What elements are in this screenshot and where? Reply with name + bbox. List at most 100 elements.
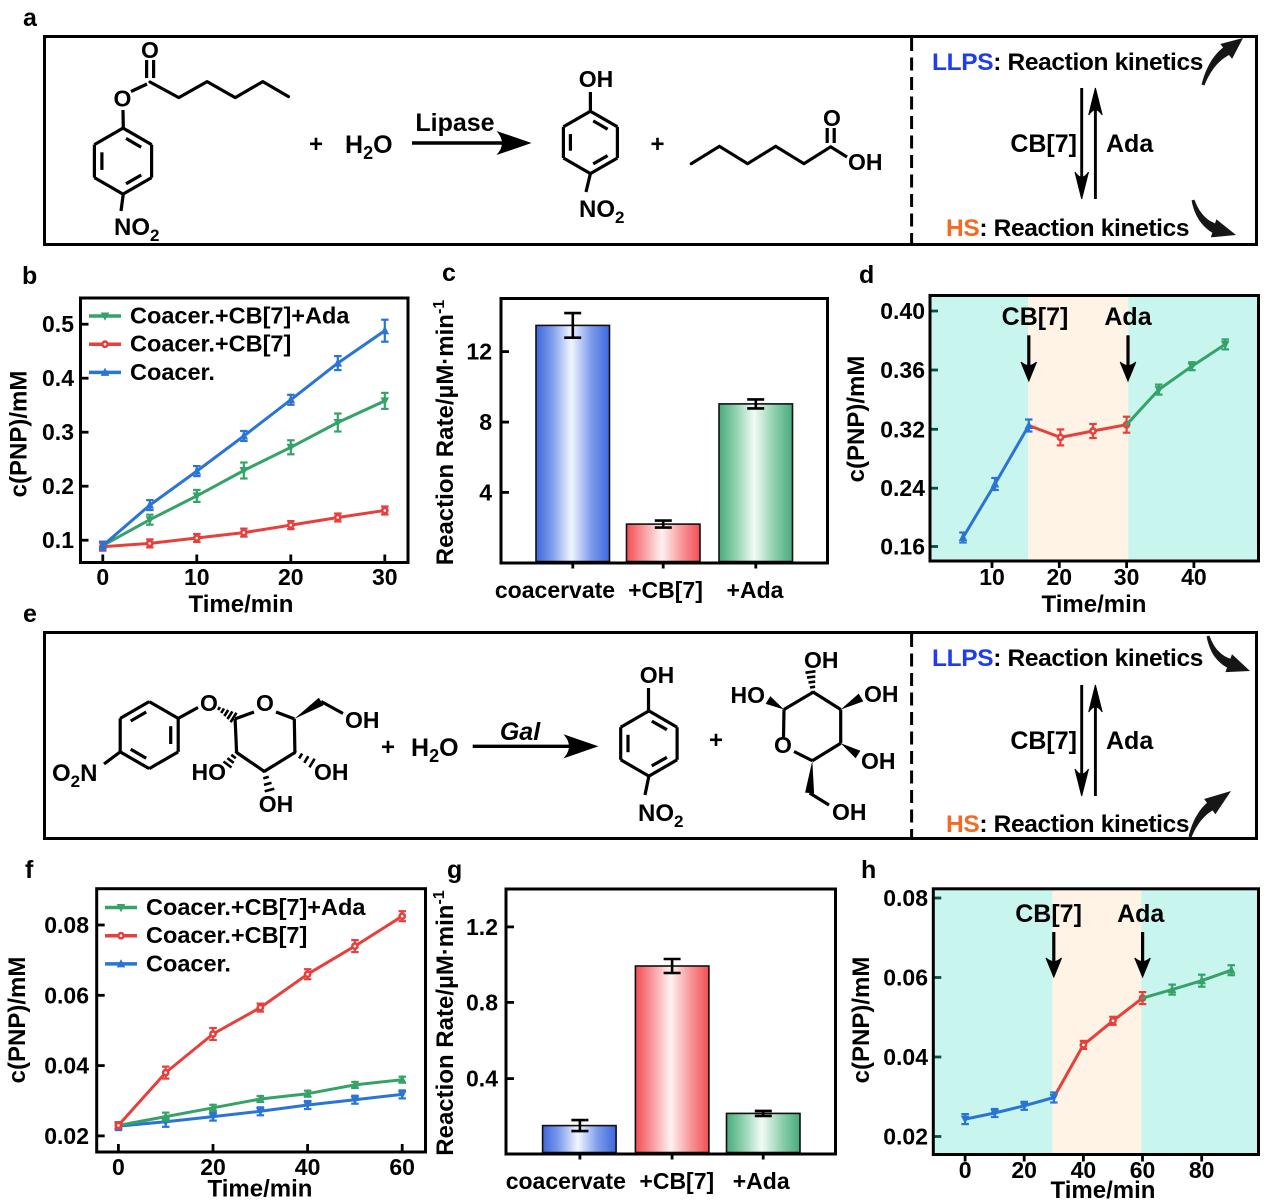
svg-text:0.24: 0.24 [880,475,925,501]
svg-text:LLPS: Reaction kinetics: LLPS: Reaction kinetics [932,49,1203,76]
svg-text:NO2: NO2 [114,214,159,245]
svg-text:Reaction Rate/µM·min-1: Reaction Rate/µM·min-1 [431,300,459,566]
svg-text:d: d [859,261,874,289]
svg-text:c(PNP)/mM: c(PNP)/mM [843,356,870,483]
svg-text:0.04: 0.04 [883,1044,928,1070]
svg-text:Ada: Ada [1106,727,1154,755]
svg-text:Ada: Ada [1117,900,1165,928]
svg-text:OH: OH [259,791,294,817]
svg-text:O: O [774,732,792,758]
svg-text:OH: OH [832,799,867,825]
svg-text:Time/min: Time/min [189,591,294,618]
svg-text:H2O: H2O [345,131,393,163]
svg-text:g: g [447,856,462,884]
svg-text:OH: OH [804,647,839,673]
svg-text:30: 30 [1114,564,1140,590]
svg-text:O: O [114,86,132,112]
svg-text:1.2: 1.2 [466,914,498,940]
svg-text:+: + [309,131,323,158]
svg-text:+Ada: +Ada [727,577,784,603]
svg-text:OH: OH [640,662,675,688]
svg-text:60: 60 [389,1154,415,1180]
svg-text:0.36: 0.36 [880,357,925,383]
svg-text:HS: Reaction kinetics: HS: Reaction kinetics [946,811,1189,838]
svg-text:OH: OH [861,748,896,774]
svg-text:0.3: 0.3 [42,419,74,445]
svg-text:0: 0 [959,1157,972,1183]
svg-text:HS: Reaction kinetics: HS: Reaction kinetics [946,215,1189,242]
svg-text:Time/min: Time/min [208,1176,313,1203]
svg-text:0.4: 0.4 [466,1066,498,1092]
svg-text:c(PNP)/mM: c(PNP)/mM [5,371,32,498]
svg-text:0.08: 0.08 [883,885,928,911]
svg-text:Gal: Gal [500,718,541,746]
svg-text:c(PNP)/mM: c(PNP)/mM [4,957,31,1084]
svg-text:40: 40 [295,1154,321,1180]
svg-text:coacervate: coacervate [506,1168,626,1194]
svg-text:10: 10 [979,564,1005,590]
svg-text:CB[7]: CB[7] [1015,900,1082,928]
svg-text:O: O [141,37,159,63]
svg-text:40: 40 [1181,564,1207,590]
svg-text:h: h [861,856,876,884]
svg-text:12: 12 [466,339,492,365]
svg-text:40: 40 [1071,1157,1097,1183]
svg-text:Coacer.: Coacer. [130,359,215,385]
svg-text:OH: OH [579,66,614,92]
svg-text:Time/min: Time/min [1051,1177,1156,1203]
svg-text:NO2: NO2 [579,196,624,227]
svg-text:0.02: 0.02 [44,1123,89,1149]
svg-text:O: O [823,105,841,131]
svg-text:HO: HO [192,759,227,785]
svg-text:OH: OH [345,707,380,733]
svg-text:0.32: 0.32 [880,416,925,442]
svg-text:0.06: 0.06 [44,982,89,1008]
svg-text:+CB[7]: +CB[7] [628,577,703,603]
svg-text:+: + [381,734,395,761]
svg-text:0.40: 0.40 [880,298,925,324]
svg-text:O: O [200,690,218,716]
svg-text:0.1: 0.1 [42,527,74,553]
svg-text:0.16: 0.16 [880,534,925,560]
svg-text:0.02: 0.02 [883,1124,928,1150]
svg-text:10: 10 [184,564,210,590]
svg-text:NO2: NO2 [638,800,683,831]
svg-text:0.5: 0.5 [42,311,74,337]
svg-text:Lipase: Lipase [415,109,494,137]
svg-text:Time/min: Time/min [1042,591,1147,618]
svg-text:+Ada: +Ada [733,1168,790,1194]
svg-text:0.08: 0.08 [44,912,89,938]
svg-text:0: 0 [96,564,109,590]
svg-text:CB[7]: CB[7] [1010,130,1077,158]
svg-text:8: 8 [479,409,492,435]
svg-text:OH: OH [848,149,883,175]
svg-text:CB[7]: CB[7] [1002,303,1069,331]
svg-text:Coacer.+CB[7]+Ada: Coacer.+CB[7]+Ada [130,303,350,329]
svg-text:20: 20 [1047,564,1073,590]
svg-text:Ada: Ada [1106,130,1154,158]
svg-text:4: 4 [479,479,492,505]
svg-text:b: b [22,262,37,290]
svg-text:OH: OH [864,681,899,707]
svg-text:CB[7]: CB[7] [1010,727,1077,755]
svg-text:0.2: 0.2 [42,473,74,499]
svg-text:OH: OH [314,759,349,785]
svg-text:80: 80 [1189,1157,1215,1183]
svg-text:20: 20 [1011,1157,1037,1183]
svg-text:LLPS: Reaction kinetics: LLPS: Reaction kinetics [932,645,1203,672]
svg-text:Coacer.+CB[7]: Coacer.+CB[7] [146,922,307,948]
svg-text:20: 20 [278,564,304,590]
svg-text:0.8: 0.8 [466,989,498,1015]
svg-text:+: + [709,727,723,754]
svg-text:c: c [442,259,456,287]
svg-text:+: + [650,131,664,158]
svg-text:30: 30 [372,564,398,590]
svg-text:20: 20 [200,1154,226,1180]
svg-text:H2O: H2O [411,734,459,766]
svg-text:Reaction Rate/µM·min-1: Reaction Rate/µM·min-1 [431,890,459,1156]
svg-text:0.04: 0.04 [44,1053,89,1079]
svg-text:Coacer.+CB[7]: Coacer.+CB[7] [130,331,291,357]
svg-text:O2N: O2N [52,760,97,791]
svg-text:0.06: 0.06 [883,965,928,991]
svg-text:60: 60 [1130,1157,1156,1183]
